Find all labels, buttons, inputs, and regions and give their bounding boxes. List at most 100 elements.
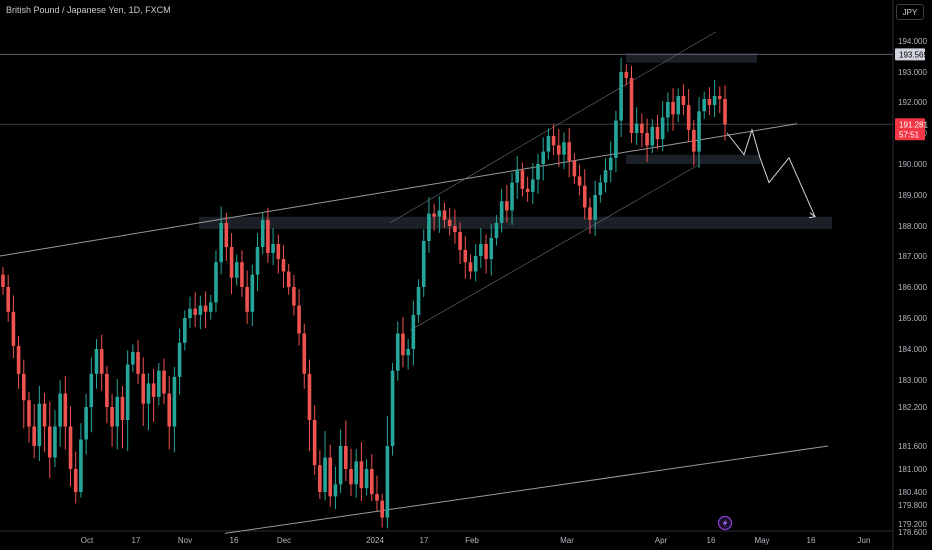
candle bbox=[302, 323, 307, 389]
candle bbox=[271, 228, 275, 265]
rising-channel-top bbox=[389, 31, 717, 224]
candle bbox=[510, 172, 514, 225]
resistance-price-label: 193.569 bbox=[899, 50, 928, 59]
candle bbox=[546, 128, 551, 160]
candle bbox=[276, 234, 281, 274]
candle bbox=[219, 206, 223, 275]
candle bbox=[421, 229, 426, 297]
candle bbox=[468, 254, 473, 280]
price-tick-label: 188.000 bbox=[898, 222, 927, 231]
candle bbox=[603, 158, 608, 193]
time-tick-label: Nov bbox=[178, 536, 192, 545]
candle bbox=[437, 196, 442, 233]
candle bbox=[676, 88, 681, 123]
candle bbox=[11, 295, 16, 358]
candle bbox=[541, 137, 546, 181]
current-price-box bbox=[895, 118, 925, 141]
candle bbox=[79, 423, 83, 498]
candle bbox=[494, 215, 499, 246]
candle bbox=[136, 340, 140, 385]
candle bbox=[94, 339, 99, 389]
price-tick-label: 185.000 bbox=[898, 314, 927, 323]
candle bbox=[447, 207, 452, 236]
candle bbox=[198, 295, 203, 330]
lower-channel-line bbox=[224, 445, 829, 534]
candle bbox=[21, 359, 26, 429]
candle bbox=[6, 274, 10, 322]
candle bbox=[89, 357, 94, 433]
resistance-price-box bbox=[895, 48, 925, 61]
time-tick-label: Apr bbox=[655, 536, 668, 545]
time-tick-label: Feb bbox=[465, 536, 479, 545]
time-tick-label: Oct bbox=[81, 536, 94, 545]
currency-button[interactable]: JPY bbox=[896, 4, 924, 20]
candle bbox=[214, 250, 218, 313]
candle bbox=[234, 254, 239, 286]
candle bbox=[499, 189, 504, 233]
candle bbox=[240, 250, 244, 297]
candle bbox=[203, 291, 208, 329]
price-tick-label: 187.000 bbox=[898, 252, 927, 261]
candle bbox=[286, 263, 291, 295]
candle bbox=[489, 224, 494, 276]
candle bbox=[99, 334, 104, 392]
time-tick-label: 2024 bbox=[366, 536, 384, 545]
candle bbox=[157, 362, 161, 406]
candle bbox=[229, 233, 234, 295]
candle bbox=[411, 300, 416, 366]
candle bbox=[208, 294, 213, 320]
candle bbox=[484, 234, 488, 274]
candle bbox=[692, 119, 696, 166]
candle bbox=[593, 180, 597, 236]
candle bbox=[364, 459, 369, 496]
time-tick-label: May bbox=[754, 536, 769, 545]
candle bbox=[525, 176, 530, 202]
price-tick-label: 179.800 bbox=[898, 501, 927, 510]
candle bbox=[146, 373, 151, 431]
candle bbox=[260, 212, 265, 255]
candle bbox=[58, 380, 62, 447]
candle bbox=[328, 444, 333, 507]
candle bbox=[588, 197, 592, 234]
candle bbox=[359, 442, 364, 502]
current-price-label: 191.281 bbox=[899, 120, 928, 129]
candle bbox=[84, 393, 88, 455]
candle bbox=[250, 264, 255, 327]
candle bbox=[32, 403, 36, 459]
candle bbox=[354, 449, 359, 498]
price-tick-label: 179.200 bbox=[898, 520, 927, 529]
time-tick-label: Jun bbox=[858, 536, 871, 545]
time-tick-label: 16 bbox=[230, 536, 239, 545]
price-tick-label: 184.000 bbox=[898, 345, 927, 354]
time-tick-label: Dec bbox=[277, 536, 291, 545]
candle bbox=[292, 274, 296, 316]
candle bbox=[73, 451, 78, 504]
candle bbox=[177, 328, 182, 395]
candle bbox=[224, 212, 229, 261]
price-tick-label: 193.000 bbox=[898, 68, 927, 77]
time-tick-label: 17 bbox=[420, 536, 429, 545]
candle bbox=[577, 164, 582, 196]
candle bbox=[702, 91, 707, 120]
time-tick-label: 16 bbox=[707, 536, 716, 545]
candle bbox=[453, 209, 457, 244]
candle bbox=[47, 401, 52, 478]
candle bbox=[458, 222, 462, 265]
candle bbox=[681, 84, 686, 116]
candle bbox=[572, 153, 577, 185]
candle bbox=[463, 236, 468, 279]
price-tick-label: 181.000 bbox=[898, 465, 927, 474]
candle bbox=[380, 493, 384, 528]
candle bbox=[515, 155, 520, 200]
candle bbox=[619, 57, 623, 138]
candle bbox=[629, 66, 634, 143]
projection-path bbox=[726, 128, 816, 217]
lightning-icon[interactable] bbox=[717, 515, 733, 531]
candle bbox=[442, 202, 447, 228]
resistance-zone bbox=[626, 53, 757, 63]
candle bbox=[479, 228, 483, 269]
candle bbox=[427, 197, 431, 253]
price-tick-label: 182.200 bbox=[898, 403, 927, 412]
candle bbox=[323, 431, 327, 501]
